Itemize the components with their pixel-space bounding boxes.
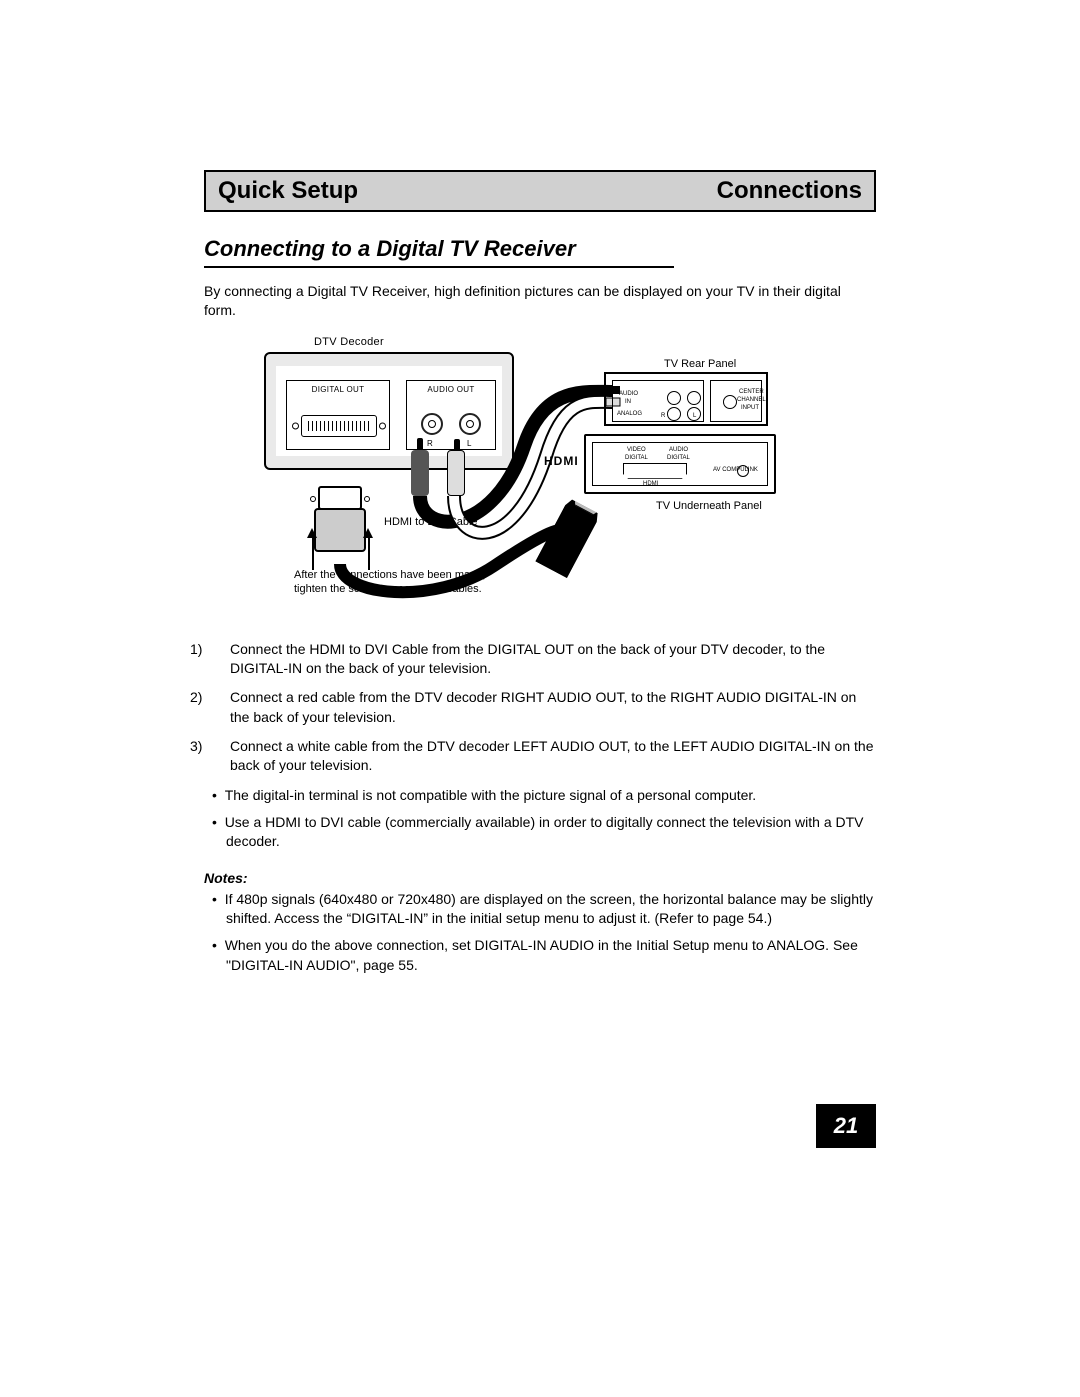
note-item: • If 480p signals (640x480 or 720x480) a… (212, 890, 876, 929)
hdmi-slot-icon (623, 463, 687, 479)
rear-in-label: IN (625, 399, 631, 405)
header-bar: Quick Setup Connections (204, 170, 876, 212)
screw-note-line1: After the connections have been made, (294, 569, 485, 581)
section-rule (204, 266, 674, 268)
bullet-text: Use a HDMI to DVI cable (commercially av… (225, 814, 864, 849)
manual-page: Quick Setup Connections Connecting to a … (204, 170, 876, 983)
rear-analog-label: ANALOG (617, 411, 642, 417)
header-left-title: Quick Setup (218, 177, 358, 205)
bullet-item: • Use a HDMI to DVI cable (commercially … (212, 813, 876, 852)
under-digital-label: DIGITAL (625, 455, 648, 461)
screw-note-line2: tighten the screw to secure the cables. (294, 583, 482, 595)
step-item: 2)Connect a red cable from the DTV decod… (210, 688, 876, 727)
bullet-text: The digital-in terminal is not compatibl… (225, 787, 757, 803)
tv-underneath-panel: VIDEO AUDIO DIGITAL DIGITAL HDMI AV COMP… (584, 434, 776, 494)
bullet-item: • The digital-in terminal is not compati… (212, 786, 876, 805)
rear-jack-icon (723, 395, 737, 409)
step-text: Connect a red cable from the DTV decoder… (230, 689, 856, 724)
rear-channel-label: CHANNEL (737, 397, 766, 403)
rear-l-label: L (693, 413, 696, 419)
note-text: If 480p signals (640x480 or 720x480) are… (225, 891, 873, 926)
info-bullets: • The digital-in terminal is not compati… (204, 786, 876, 852)
notes-list: • If 480p signals (640x480 or 720x480) a… (204, 890, 876, 975)
tv-rear-panel-label: TV Rear Panel (664, 358, 736, 370)
steps-list: 1)Connect the HDMI to DVI Cable from the… (204, 640, 876, 776)
rear-r-label: R (661, 413, 665, 419)
header-right-title: Connections (717, 177, 862, 205)
connection-diagram: DTV Decoder DIGITAL OUT AUDIO OUT R L (254, 336, 814, 626)
step-text: Connect a white cable from the DTV decod… (230, 738, 873, 773)
section-title: Connecting to a Digital TV Receiver (204, 236, 876, 264)
tv-rear-panel: AUDIO IN ANALOG R L CENTER CHANNEL INPUT (604, 372, 768, 426)
tv-underneath-panel-label: TV Underneath Panel (656, 500, 762, 512)
rear-jack-icon (667, 391, 681, 405)
note-text: When you do the above connection, set DI… (225, 937, 858, 972)
rear-audio-group: AUDIO IN ANALOG R L (612, 380, 704, 422)
notes-heading: Notes: (204, 870, 876, 886)
under-av-label: AV COMPULINK (713, 467, 758, 473)
rear-jack-icon (667, 407, 681, 421)
under-video-label: VIDEO (627, 447, 646, 453)
rear-center-group: CENTER CHANNEL INPUT (710, 380, 762, 422)
step-item: 3)Connect a white cable from the DTV dec… (210, 737, 876, 776)
rear-input-label: INPUT (741, 405, 759, 411)
hdmi-cable-label: HDMI to DVI Cable (384, 516, 478, 528)
rear-center-label: CENTER (739, 389, 764, 395)
screw-note: After the connections have been made, ti… (294, 568, 485, 597)
under-hdmi-label: HDMI (643, 481, 658, 487)
under-audio-label: AUDIO (669, 447, 688, 453)
under-digital-label: DIGITAL (667, 455, 690, 461)
rear-jack-icon (687, 391, 701, 405)
note-item: • When you do the above connection, set … (212, 936, 876, 975)
rear-audio-label: AUDIO (619, 391, 638, 397)
hdmi-logo: HDMI (544, 454, 579, 468)
intro-paragraph: By connecting a Digital TV Receiver, hig… (204, 282, 864, 320)
step-item: 1)Connect the HDMI to DVI Cable from the… (210, 640, 876, 679)
page-number: 21 (816, 1104, 876, 1148)
step-text: Connect the HDMI to DVI Cable from the D… (230, 641, 825, 676)
